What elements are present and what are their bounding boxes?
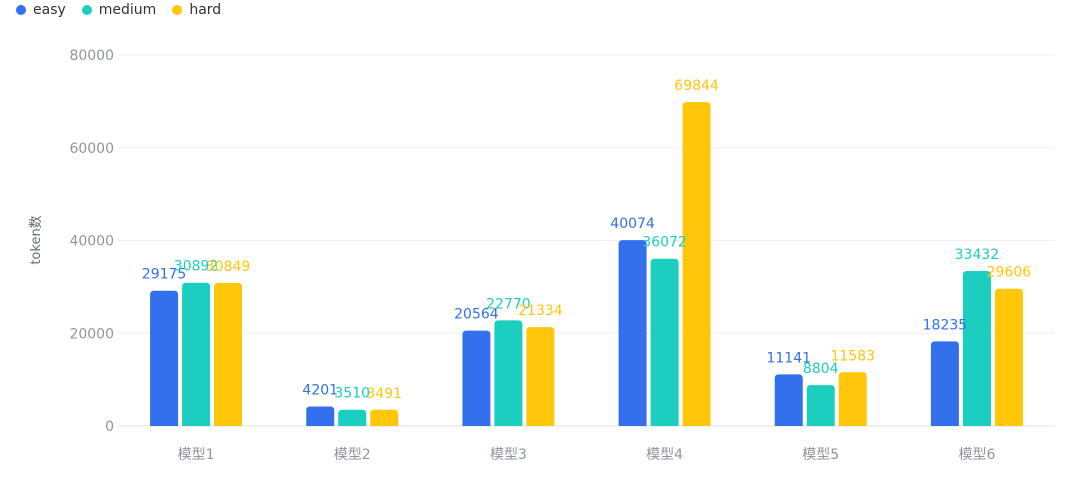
legend-item-medium[interactable]: medium — [81, 2, 157, 18]
bar-medium[interactable] — [962, 270, 991, 426]
x-tick-label: 模型6 — [958, 447, 995, 463]
x-tick-label: 模型4 — [646, 447, 683, 463]
x-axis: 模型1 模型2 模型3 模型4 模型5 模型6 — [178, 447, 996, 463]
data-label-easy: 4201 — [302, 383, 338, 399]
data-label-easy: 29175 — [142, 267, 187, 283]
data-label-hard: 3491 — [366, 386, 402, 402]
bars — [150, 102, 1023, 426]
bar-hard[interactable] — [994, 288, 1023, 426]
bar-easy[interactable] — [306, 406, 335, 426]
y-tick-label: 0 — [105, 419, 114, 435]
legend-swatch-hard — [172, 5, 183, 15]
bar-hard[interactable] — [682, 102, 711, 426]
x-tick-label: 模型2 — [334, 447, 371, 463]
legend-label-easy: easy — [33, 2, 66, 18]
x-tick-label: 模型3 — [490, 447, 527, 463]
data-label-hard: 29606 — [987, 265, 1032, 281]
grid-lines — [118, 54, 1055, 427]
legend-label-hard: hard — [189, 2, 222, 18]
bar-hard[interactable] — [526, 327, 555, 426]
bar-easy[interactable] — [774, 374, 803, 426]
data-label-hard: 30849 — [206, 259, 251, 275]
y-axis: 0 20000 40000 60000 80000 — [69, 48, 114, 435]
bar-medium[interactable] — [494, 320, 523, 426]
data-label-easy: 11141 — [766, 350, 811, 366]
bar-medium[interactable] — [806, 385, 835, 426]
x-tick-label: 模型5 — [802, 447, 839, 463]
data-label-easy: 20564 — [454, 307, 499, 323]
bar-easy[interactable] — [462, 330, 491, 426]
bar-easy[interactable] — [618, 240, 647, 426]
data-label-medium: 36072 — [642, 235, 687, 251]
data-label-medium: 22770 — [486, 296, 531, 312]
x-tick-label: 模型1 — [178, 447, 215, 463]
data-label-hard: 69844 — [674, 78, 719, 94]
y-tick-label: 20000 — [69, 326, 114, 342]
legend-item-hard[interactable]: hard — [172, 2, 221, 18]
bar-hard[interactable] — [838, 372, 867, 426]
data-label-medium: 3510 — [334, 386, 370, 402]
bar-medium[interactable] — [338, 409, 367, 426]
data-label-hard: 11583 — [830, 348, 875, 364]
bar-medium[interactable] — [650, 258, 679, 426]
legend-swatch-medium — [81, 5, 92, 15]
data-label-easy: 40074 — [610, 216, 655, 232]
legend-swatch-easy — [16, 5, 26, 15]
legend: easy medium hard — [16, 2, 221, 18]
data-label-medium: 8804 — [803, 361, 839, 377]
bar-medium[interactable] — [182, 282, 211, 426]
data-label-medium: 33432 — [955, 247, 1000, 263]
legend-label-medium: medium — [98, 2, 157, 18]
bar-hard[interactable] — [370, 409, 399, 426]
y-tick-label: 60000 — [69, 141, 114, 157]
data-label-medium: 30892 — [174, 259, 219, 275]
data-label-easy: 18235 — [923, 317, 968, 333]
bar-easy[interactable] — [150, 290, 179, 426]
legend-item-easy[interactable]: easy — [16, 2, 66, 18]
bar-hard[interactable] — [214, 282, 243, 426]
y-axis-title: token数 — [29, 215, 44, 264]
data-label-hard: 21334 — [518, 303, 563, 319]
y-tick-label: 80000 — [69, 48, 114, 64]
bar-easy[interactable] — [930, 341, 959, 426]
y-tick-label: 40000 — [69, 234, 114, 250]
